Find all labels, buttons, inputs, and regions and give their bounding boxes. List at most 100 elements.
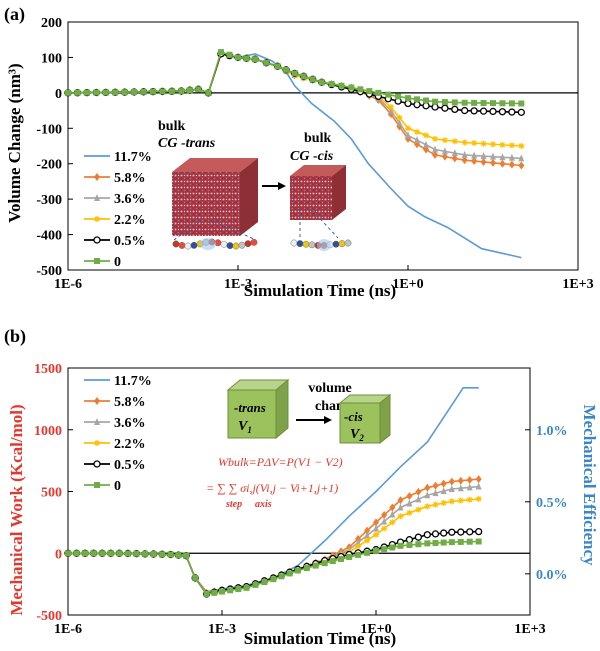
- b-data-point: [431, 530, 440, 538]
- b-ytick-label: 1500: [34, 362, 62, 377]
- b-data-point: [294, 567, 301, 574]
- a-data-point: [348, 84, 355, 91]
- molecule-bead: [190, 241, 198, 249]
- b-data-point: [373, 524, 379, 532]
- a-data-point: [490, 152, 496, 160]
- b-data-point: [457, 538, 464, 545]
- b-xtick-label: 1E+0: [360, 622, 391, 637]
- b-data-point: [278, 573, 285, 580]
- molecule-chain-cis: [299, 209, 339, 239]
- a-data-point: [395, 93, 402, 100]
- b-legend-item: 5.8%: [84, 395, 146, 410]
- a-data-point: [217, 49, 224, 56]
- b-data-point: [261, 579, 268, 586]
- a-data-point: [74, 89, 81, 96]
- a-data-point: [357, 86, 364, 93]
- a-data-point: [517, 108, 525, 116]
- b-data-point: [364, 537, 371, 544]
- b-data-point: [424, 483, 431, 492]
- b-data-point: [364, 531, 371, 539]
- b-data-point: [466, 483, 473, 491]
- a-data-point: [451, 154, 458, 163]
- a-data-point: [451, 149, 458, 157]
- b-data-point: [286, 570, 293, 577]
- b-data-point: [124, 550, 131, 557]
- b-data-point: [406, 499, 413, 507]
- cube-cis-image: [290, 165, 346, 220]
- molecule-bead: [244, 240, 252, 248]
- b-legend-label: 0: [114, 479, 121, 494]
- molecule-bead: [332, 240, 340, 248]
- a-ytick-label: 200: [41, 16, 62, 31]
- molecule-bead: [290, 239, 298, 247]
- a-data-point: [413, 101, 421, 109]
- b-data-point: [475, 495, 482, 502]
- b-data-point: [243, 584, 250, 591]
- b-legend-marker: [94, 482, 100, 488]
- a-data-point: [387, 104, 394, 111]
- a-data-point: [518, 143, 525, 149]
- b-data-point: [373, 547, 379, 554]
- a-data-point: [422, 102, 430, 110]
- b-data-point: [432, 539, 439, 546]
- a-legend-label: 2.2%: [114, 213, 146, 228]
- a-data-point: [121, 89, 128, 96]
- b-data-point: [414, 533, 423, 541]
- b-data-point: [448, 528, 456, 536]
- equation-line-1: Wbulk=PΔV=P(V1 − V2): [218, 455, 343, 469]
- a-data-point: [405, 131, 411, 139]
- a-ytick-label: -200: [36, 158, 62, 173]
- a-data-point: [405, 125, 411, 132]
- a-data-point: [451, 99, 458, 106]
- b-data-point: [466, 538, 473, 545]
- a-data-point: [432, 135, 439, 142]
- b-legend-label: 2.2%: [114, 437, 146, 452]
- a-data-point: [499, 141, 506, 148]
- a-data-point: [404, 99, 412, 108]
- b-data-point: [183, 552, 190, 559]
- b-data-point: [303, 565, 310, 572]
- molecule-chain-trans: [173, 219, 257, 241]
- molecule-bead: [226, 242, 234, 249]
- b-data-point: [440, 500, 447, 507]
- b-data-point: [397, 503, 404, 511]
- b-data-point: [432, 489, 439, 497]
- a-data-point: [423, 132, 430, 139]
- b-data-point: [203, 591, 210, 598]
- b-legend-label: 5.8%: [114, 395, 146, 410]
- b-data-point: [415, 487, 422, 496]
- a-data-point: [451, 105, 459, 114]
- b-series-line: [68, 540, 479, 595]
- b-data-point: [99, 550, 106, 557]
- b-data-point: [381, 517, 388, 525]
- b-data-point: [389, 544, 396, 551]
- panel-a-label: (a): [4, 4, 25, 25]
- a-data-point: [471, 157, 478, 166]
- a-data-point: [480, 152, 487, 160]
- b-data-point: [381, 546, 388, 553]
- b-legend-item: 0: [84, 479, 121, 494]
- panel-a-inset: bulk CG -trans bulk CG -cis: [158, 119, 352, 251]
- a-data-point: [451, 138, 458, 145]
- a-xtick-label: 1E+0: [392, 277, 423, 292]
- a-data-point: [263, 59, 270, 66]
- a-data-point: [479, 107, 488, 115]
- a-data-point: [93, 89, 100, 96]
- b-data-point: [424, 503, 431, 510]
- a-data-point: [490, 100, 496, 107]
- b-data-point: [389, 519, 396, 526]
- a-data-point: [309, 76, 316, 83]
- a-data-point: [508, 153, 515, 161]
- molecule-bead: [184, 242, 192, 250]
- a-data-point: [490, 158, 496, 167]
- a-ytick-label: -300: [36, 193, 62, 208]
- b-data-point: [440, 479, 447, 488]
- b-data-point: [364, 526, 371, 535]
- a-data-point: [461, 99, 468, 106]
- a-data-point: [291, 70, 298, 77]
- a-data-point: [186, 87, 193, 94]
- a-data-point: [480, 140, 487, 147]
- a-data-point: [518, 154, 525, 162]
- b-data-point: [364, 549, 371, 556]
